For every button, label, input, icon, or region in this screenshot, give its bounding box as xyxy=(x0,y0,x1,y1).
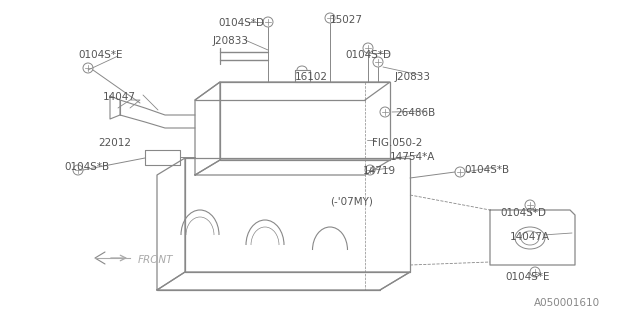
Text: FRONT: FRONT xyxy=(138,255,173,265)
Text: 14754*A: 14754*A xyxy=(390,152,435,162)
Text: 0104S*E: 0104S*E xyxy=(78,50,122,60)
Text: 0104S*D: 0104S*D xyxy=(345,50,391,60)
Text: J20833: J20833 xyxy=(395,72,431,82)
Text: 0104S*B: 0104S*B xyxy=(64,162,109,172)
Text: 16102: 16102 xyxy=(295,72,328,82)
Text: FIG.050-2: FIG.050-2 xyxy=(372,138,422,148)
Text: 0104S*B: 0104S*B xyxy=(464,165,509,175)
Text: (-'07MY): (-'07MY) xyxy=(330,196,373,206)
Text: 0104S*E: 0104S*E xyxy=(505,272,550,282)
Text: A050001610: A050001610 xyxy=(534,298,600,308)
Text: J20833: J20833 xyxy=(213,36,249,46)
Text: 14047A: 14047A xyxy=(510,232,550,242)
Text: 22012: 22012 xyxy=(98,138,131,148)
Text: 14047: 14047 xyxy=(103,92,136,102)
Text: 26486B: 26486B xyxy=(395,108,435,118)
Text: 14719: 14719 xyxy=(363,166,396,176)
Text: 0104S*D: 0104S*D xyxy=(218,18,264,28)
Text: 0104S*D: 0104S*D xyxy=(500,208,546,218)
Text: 15027: 15027 xyxy=(330,15,363,25)
